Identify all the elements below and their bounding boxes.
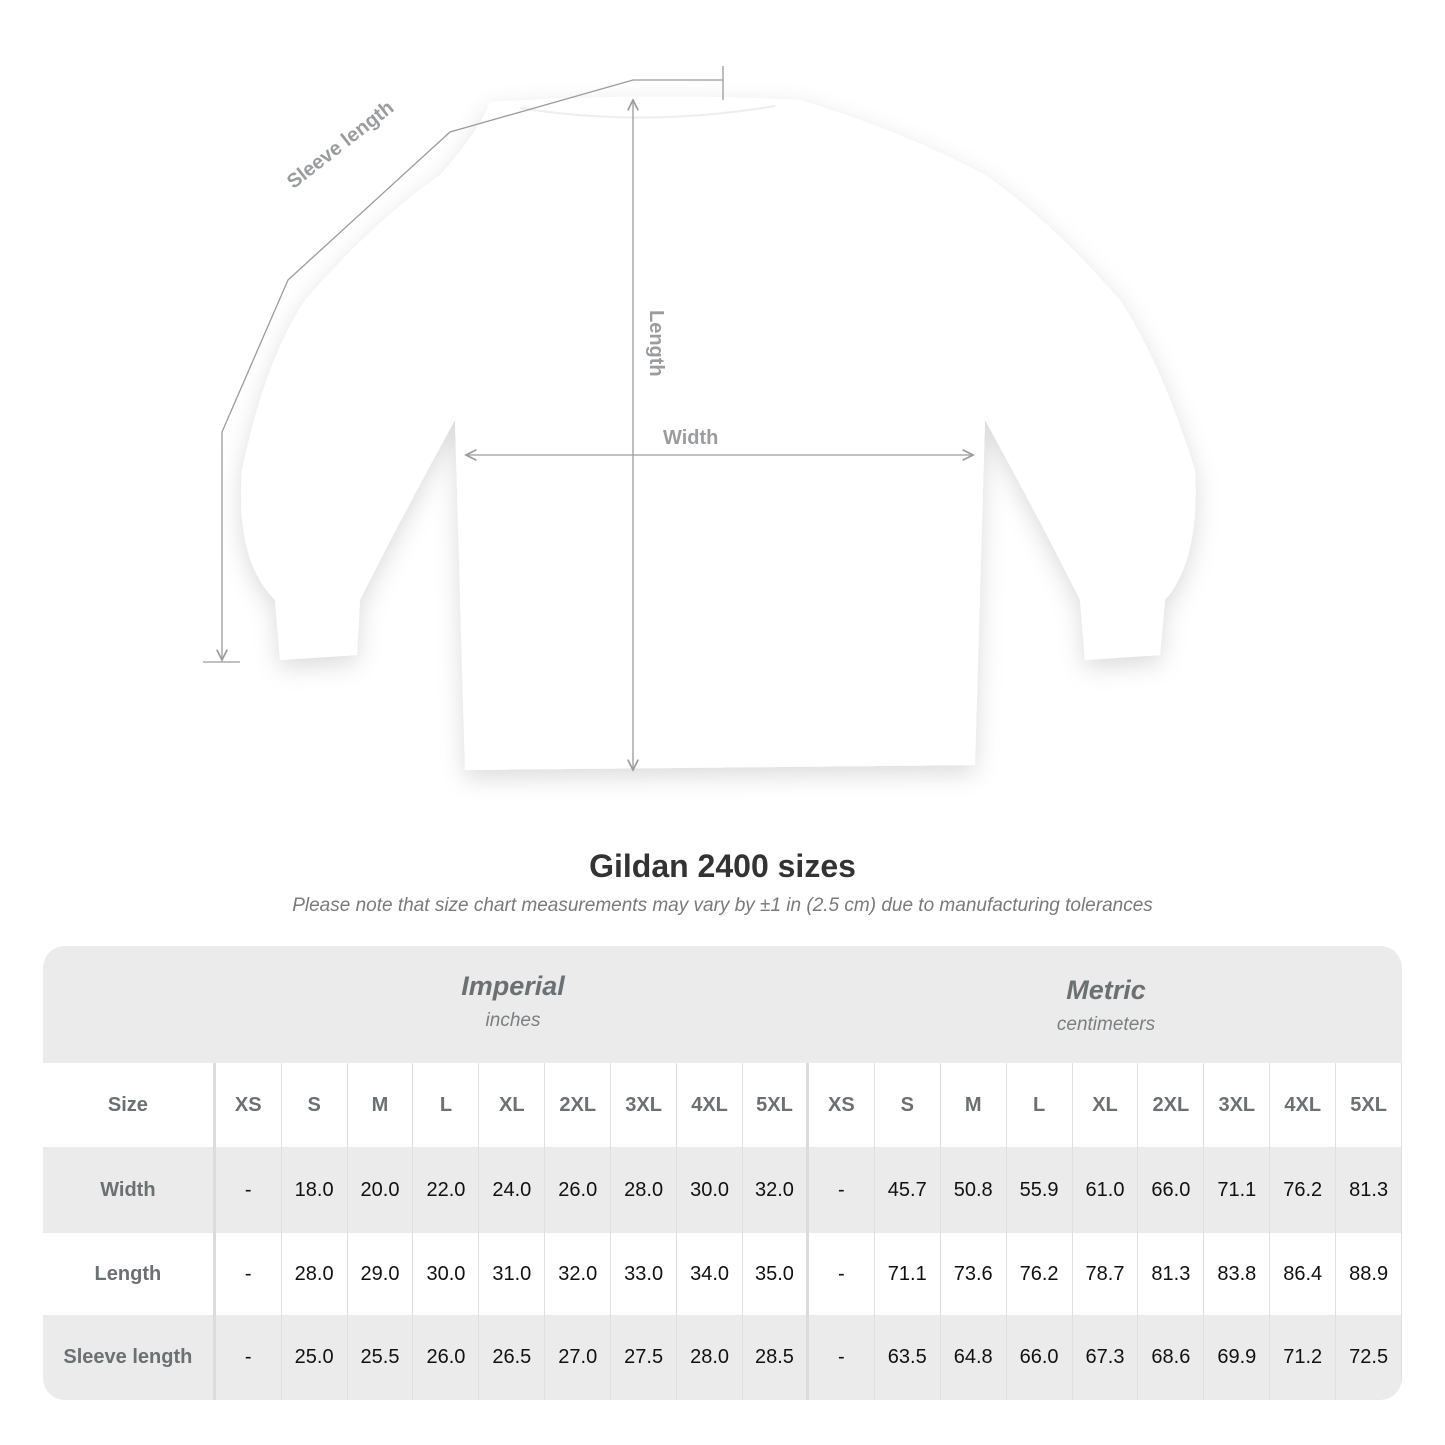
imperial-value-cell: 24.0 bbox=[479, 1147, 546, 1233]
table-row: Sleeve length -25.0 25.5 26.0 26.5 27.0 27.5 28… bbox=[43, 1315, 1402, 1400]
imperial-value-cell: 25.0 bbox=[282, 1315, 348, 1400]
shirt-shape bbox=[240, 96, 1196, 770]
row-label: Sleeve length bbox=[43, 1315, 216, 1400]
metric-size-header: 4XL bbox=[1270, 1063, 1337, 1147]
metric-value-cell: 71.2 bbox=[1270, 1315, 1337, 1400]
metric-value-cell: 72.5 bbox=[1336, 1315, 1402, 1400]
imperial-size-header: XS bbox=[216, 1063, 282, 1147]
imperial-value-cell: 29.0 bbox=[348, 1233, 414, 1315]
imperial-value-cell: 35.0 bbox=[743, 1233, 809, 1315]
imperial-value-cell: 31.0 bbox=[479, 1233, 546, 1315]
metric-size-header: 2XL bbox=[1138, 1063, 1205, 1147]
metric-value-cell: 83.8 bbox=[1204, 1233, 1271, 1315]
imperial-value-cell: - bbox=[216, 1147, 282, 1233]
metric-size-header: L bbox=[1007, 1063, 1073, 1147]
size-header-row: Size XS S M L XL 2XL 3XL 4XL 5XL XS S M L XL 2XL 3XL 4XL 5… bbox=[43, 1063, 1402, 1147]
metric-value-cell: 61.0 bbox=[1073, 1147, 1139, 1233]
imperial-value-cell: 33.0 bbox=[611, 1233, 678, 1315]
metric-value-cell: - bbox=[809, 1315, 875, 1400]
metric-value-cell: 55.9 bbox=[1007, 1147, 1073, 1233]
imperial-value-cell: 28.0 bbox=[677, 1315, 743, 1400]
metric-size-header: S bbox=[875, 1063, 941, 1147]
width-label: Width bbox=[663, 427, 719, 449]
metric-value-cell: 81.3 bbox=[1138, 1233, 1205, 1315]
metric-value-cell: 63.5 bbox=[875, 1315, 941, 1400]
page-title: Gildan 2400 sizes bbox=[589, 848, 856, 884]
imperial-value-cell: - bbox=[216, 1233, 282, 1315]
metric-size-header: M bbox=[941, 1063, 1007, 1147]
metric-unit: centimeters bbox=[1056, 1014, 1156, 1035]
metric-value-cell: 71.1 bbox=[1204, 1147, 1271, 1233]
imperial-size-header: XL bbox=[479, 1063, 546, 1147]
imperial-header: Imperial inches bbox=[216, 946, 810, 1063]
metric-value-cell: 50.8 bbox=[941, 1147, 1007, 1233]
size-table: Imperial inches Metric centimeters Size X… bbox=[43, 946, 1402, 1400]
imperial-value-cell: 25.5 bbox=[348, 1315, 414, 1400]
imperial-value-cell: 30.0 bbox=[413, 1233, 480, 1315]
metric-value-cell: 86.4 bbox=[1270, 1233, 1337, 1315]
imperial-value-cell: 30.0 bbox=[677, 1147, 743, 1233]
metric-value-cell: 67.3 bbox=[1073, 1315, 1139, 1400]
imperial-value-cell: 26.0 bbox=[413, 1315, 480, 1400]
imperial-value-cell: 27.0 bbox=[545, 1315, 612, 1400]
row-label: Length bbox=[43, 1233, 216, 1315]
table-row: Length -28.0 29.0 30.0 31.0 32.0 33.0 34.0 35.0-… bbox=[43, 1233, 1402, 1315]
imperial-value-cell: 27.5 bbox=[611, 1315, 678, 1400]
imperial-value-cell: 32.0 bbox=[743, 1147, 809, 1233]
size-label: Size bbox=[43, 1063, 216, 1147]
imperial-value-cell: 26.0 bbox=[545, 1147, 612, 1233]
metric-value-cell: 71.1 bbox=[875, 1233, 941, 1315]
imperial-value-cell: - bbox=[216, 1315, 282, 1400]
imperial-value-cell: 28.0 bbox=[282, 1233, 348, 1315]
metric-value-cell: 69.9 bbox=[1204, 1315, 1271, 1400]
metric-size-header: 3XL bbox=[1204, 1063, 1271, 1147]
imperial-value-cell: 32.0 bbox=[545, 1233, 612, 1315]
imperial-title: Imperial bbox=[461, 971, 565, 1001]
imperial-size-header: 2XL bbox=[545, 1063, 612, 1147]
imperial-size-header: S bbox=[282, 1063, 348, 1147]
metric-value-cell: 78.7 bbox=[1073, 1233, 1139, 1315]
shirt-diagram bbox=[203, 66, 1196, 820]
imperial-value-cell: 20.0 bbox=[348, 1147, 414, 1233]
metric-value-cell: 68.6 bbox=[1138, 1315, 1205, 1400]
metric-value-cell: 81.3 bbox=[1336, 1147, 1402, 1233]
collar bbox=[519, 105, 776, 119]
metric-value-cell: 66.0 bbox=[1007, 1315, 1073, 1400]
metric-size-header: 5XL bbox=[1336, 1063, 1402, 1147]
imperial-value-cell: 28.5 bbox=[743, 1315, 809, 1400]
metric-value-cell: 64.8 bbox=[941, 1315, 1007, 1400]
metric-value-cell: 76.2 bbox=[1270, 1147, 1337, 1233]
imperial-value-cell: 26.5 bbox=[479, 1315, 546, 1400]
metric-value-cell: 76.2 bbox=[1007, 1233, 1073, 1315]
metric-size-header: XS bbox=[809, 1063, 875, 1147]
metric-value-cell: - bbox=[809, 1233, 875, 1315]
metric-value-cell: - bbox=[809, 1147, 875, 1233]
imperial-value-cell: 28.0 bbox=[611, 1147, 678, 1233]
imperial-value-cell: 22.0 bbox=[413, 1147, 480, 1233]
metric-value-cell: 88.9 bbox=[1336, 1233, 1402, 1315]
metric-value-cell: 66.0 bbox=[1138, 1147, 1205, 1233]
sleeve-measure-line bbox=[203, 66, 724, 663]
length-label: Length bbox=[645, 310, 667, 377]
metric-value-cell: 45.7 bbox=[875, 1147, 941, 1233]
imperial-size-header: 5XL bbox=[743, 1063, 809, 1147]
metric-size-header: XL bbox=[1073, 1063, 1139, 1147]
imperial-value-cell: 34.0 bbox=[677, 1233, 743, 1315]
imperial-size-header: M bbox=[348, 1063, 414, 1147]
metric-value-cell: 73.6 bbox=[941, 1233, 1007, 1315]
table-row: Width -18.0 20.0 22.0 24.0 26.0 28.0 30.0 32.0-4… bbox=[43, 1147, 1402, 1233]
imperial-unit: inches bbox=[485, 1010, 541, 1031]
imperial-size-header: 4XL bbox=[677, 1063, 743, 1147]
metric-header: Metric centimeters bbox=[810, 946, 1402, 1063]
tolerance-note: Please note that size chart measurements… bbox=[292, 895, 1153, 916]
imperial-value-cell: 18.0 bbox=[282, 1147, 348, 1233]
row-label: Width bbox=[43, 1147, 216, 1233]
imperial-size-header: L bbox=[413, 1063, 480, 1147]
metric-title: Metric bbox=[1066, 975, 1146, 1005]
imperial-size-header: 3XL bbox=[611, 1063, 678, 1147]
